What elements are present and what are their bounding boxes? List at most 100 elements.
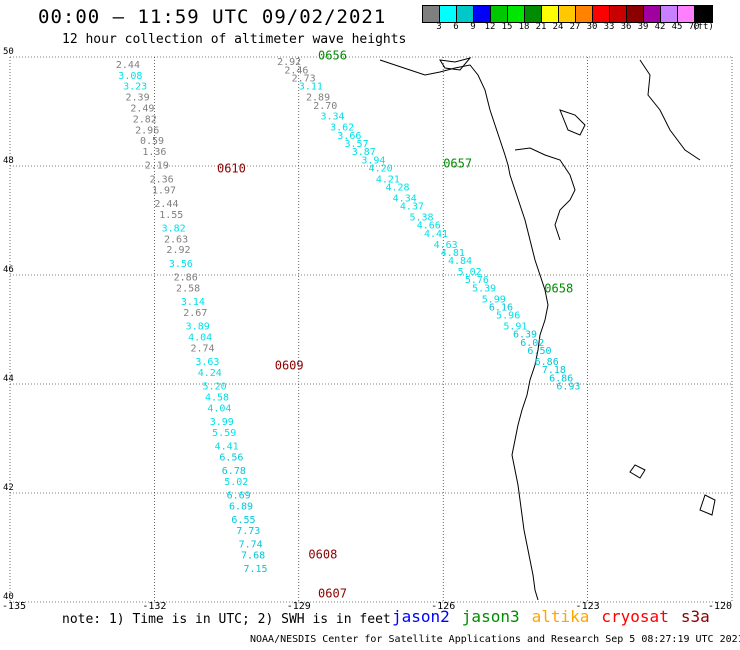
wave-height-value: 4.81 xyxy=(441,248,465,259)
wave-height-value: 7.18 xyxy=(542,365,566,376)
wave-height-value: 0.59 xyxy=(140,136,164,147)
longitude-tick: -132 xyxy=(142,601,167,612)
wave-height-value: 2.86 xyxy=(174,272,198,283)
wave-height-value: 2.49 xyxy=(130,104,154,115)
latitude-tick: 40 xyxy=(3,592,14,602)
color-scale-label: 42 xyxy=(654,22,666,32)
legend-item-jason2: jason2 xyxy=(392,607,450,626)
pass-time-label: 0610 xyxy=(217,162,246,176)
color-swatch xyxy=(457,6,474,22)
color-swatch xyxy=(440,6,457,22)
wave-height-value: 3.66 xyxy=(337,131,361,142)
color-swatch xyxy=(695,6,712,22)
wave-height-value: 7.15 xyxy=(243,564,267,575)
color-swatch xyxy=(525,6,542,22)
color-scale-label: 70 xyxy=(688,22,700,32)
longitude-tick: -123 xyxy=(575,601,600,612)
wave-height-value: 3.23 xyxy=(123,82,147,93)
wave-height-value: 4.24 xyxy=(198,368,222,379)
wave-height-value: 2.39 xyxy=(126,93,150,104)
legend-item-s3a: s3a xyxy=(680,607,710,626)
color-scale-label: 24 xyxy=(552,22,564,32)
color-swatch xyxy=(661,6,678,22)
legend-item-cryosat: cryosat xyxy=(601,607,669,626)
map-title: 00:00 – 11:59 UTC 09/02/2021 xyxy=(38,6,387,28)
wave-height-value: 5.96 xyxy=(496,311,520,322)
coastline-main xyxy=(379,59,549,601)
color-swatch xyxy=(474,6,491,22)
color-scale-label: 45 xyxy=(671,22,683,32)
wave-height-value: 3.99 xyxy=(210,417,234,428)
wave-height-value: 2.44 xyxy=(154,199,178,210)
color-swatch xyxy=(644,6,661,22)
pass-time-label: 0656 xyxy=(318,49,347,63)
color-scale-label: 21 xyxy=(535,22,547,32)
wave-height-value: 6.78 xyxy=(222,466,246,477)
color-swatch xyxy=(576,6,593,22)
wave-height-value: 6.39 xyxy=(513,330,537,341)
wave-height-value: 5.59 xyxy=(212,428,236,439)
wave-height-value: 3.56 xyxy=(169,259,193,270)
wave-height-value: 6.02 xyxy=(520,338,544,349)
color-scale-bar xyxy=(422,5,713,23)
satellite-legend: jason2 jason3 altika cryosat s3a xyxy=(392,607,722,626)
wave-height-value: 6.93 xyxy=(556,381,580,392)
color-scale-label: 15 xyxy=(501,22,513,32)
color-scale-label: 18 xyxy=(518,22,530,32)
lat-lon-grid xyxy=(9,56,733,603)
wave-height-value: 5.76 xyxy=(465,275,489,286)
color-scale-label: 39 xyxy=(637,22,649,32)
wave-height-value: 4.34 xyxy=(393,193,417,204)
wave-height-value: 2.19 xyxy=(145,161,169,172)
wave-height-value: 4.66 xyxy=(417,221,441,232)
wave-height-value: 2.82 xyxy=(133,114,157,125)
wave-height-value: 5.20 xyxy=(203,381,227,392)
pass-time-label: 0609 xyxy=(275,358,304,372)
wave-height-value: 1.36 xyxy=(142,147,166,158)
wave-height-value: 4.84 xyxy=(448,256,472,267)
wave-height-value: 6.50 xyxy=(527,346,551,357)
wave-height-value: 2.70 xyxy=(313,101,337,112)
wave-height-value: 6.56 xyxy=(219,452,243,463)
wave-height-value: 3.62 xyxy=(330,123,354,134)
color-scale-label: 30 xyxy=(586,22,598,32)
latitude-tick: 48 xyxy=(3,156,14,166)
wave-height-value: 6.86 xyxy=(549,373,573,384)
pass-time-labels: 0656 0657 0658 0610 0609 0608 0607 xyxy=(217,49,573,601)
wave-height-value: 4.04 xyxy=(188,332,212,343)
color-swatch xyxy=(610,6,627,22)
map-subtitle: 12 hour collection of altimeter wave hei… xyxy=(62,32,407,47)
pass-time-label: 0657 xyxy=(443,157,472,171)
coastline-island-2 xyxy=(559,109,586,136)
wave-height-value: 4.41 xyxy=(424,229,448,240)
wave-height-value: 2.67 xyxy=(183,308,207,319)
color-scale-label: (ft) xyxy=(692,22,714,32)
wave-height-value: 4.20 xyxy=(369,163,393,174)
wave-height-value: 2.36 xyxy=(150,174,174,185)
wave-height-value: 3.08 xyxy=(118,71,142,82)
wave-height-value: 4.41 xyxy=(215,441,239,452)
color-scale-label: 27 xyxy=(569,22,581,32)
cryosat-track-west: 2.443.083.232.392.492.822.960.591.362.19… xyxy=(116,60,268,575)
wave-height-value: 2.92 xyxy=(277,57,301,68)
pass-time-label: 0608 xyxy=(308,547,337,561)
jason-track-east: 2.922.462.733.112.892.703.343.623.663.57… xyxy=(277,57,580,392)
color-scale-label: 3 xyxy=(436,22,442,32)
wave-height-value: 3.94 xyxy=(361,155,385,166)
color-swatch xyxy=(559,6,576,22)
color-swatch xyxy=(593,6,610,22)
wave-height-value: 7.68 xyxy=(241,550,265,561)
wave-height-value: 5.02 xyxy=(224,477,248,488)
color-scale-label: 36 xyxy=(620,22,632,32)
wave-height-value: 2.92 xyxy=(166,245,190,256)
color-swatch xyxy=(542,6,559,22)
wave-height-value: 3.87 xyxy=(352,147,376,158)
wave-height-value: 2.89 xyxy=(306,93,330,104)
wave-height-value: 2.58 xyxy=(176,283,200,294)
color-swatch xyxy=(423,6,440,22)
wave-height-value: 6.69 xyxy=(227,490,251,501)
coastline-lake-2 xyxy=(699,494,716,516)
longitude-tick: -135 xyxy=(1,601,27,612)
wave-height-value: 6.89 xyxy=(229,501,253,512)
wave-height-value: 4.28 xyxy=(385,183,409,194)
